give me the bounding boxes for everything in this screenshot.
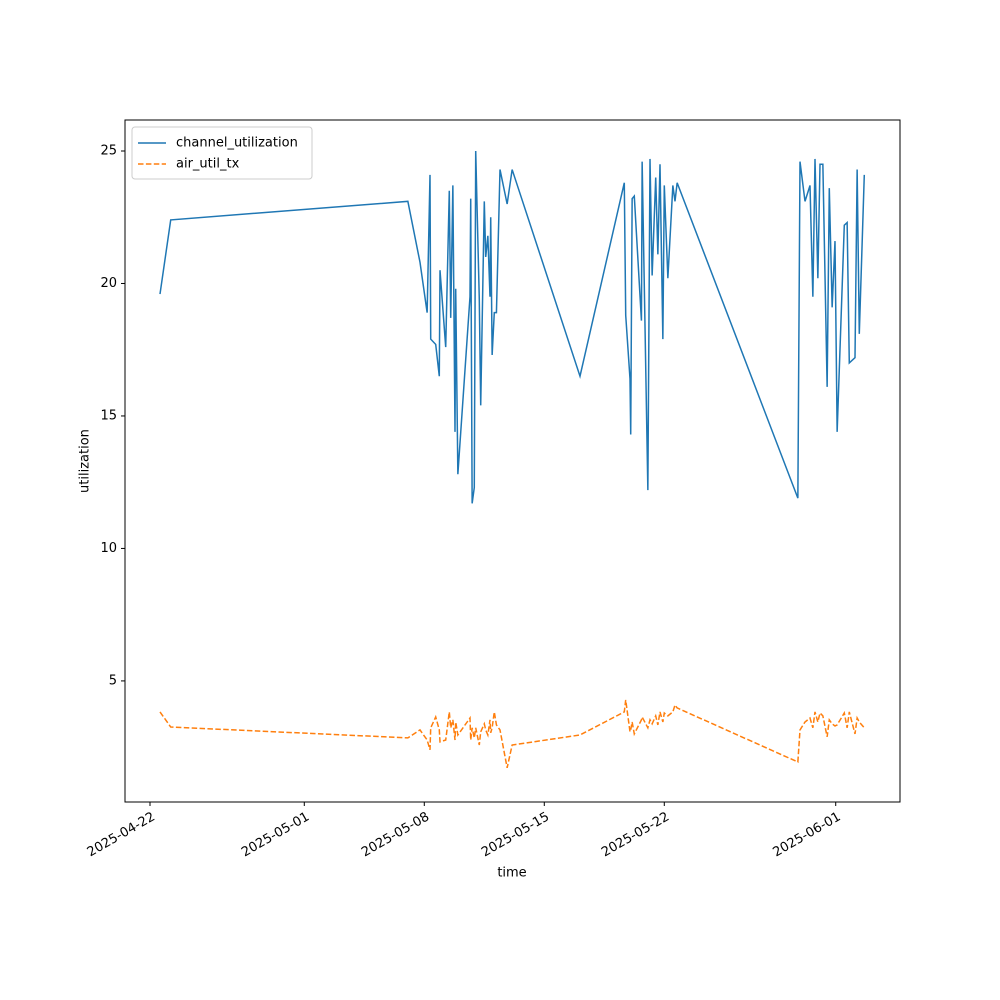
y-tick-label: 20 [100, 276, 117, 291]
x-tick-label: 2025-06-01 [771, 810, 844, 861]
x-tick-label: 2025-05-08 [359, 810, 432, 861]
y-axis-label: utilization [78, 429, 93, 493]
y-tick-label: 10 [100, 541, 117, 556]
legend-box [131, 126, 313, 180]
y-tick-label: 5 [109, 673, 117, 688]
x-tick-label: 2025-04-22 [85, 810, 158, 861]
data-line [159, 699, 865, 768]
data-line [159, 150, 866, 504]
x-axis-label: time [497, 866, 526, 881]
x-tick-label: 2025-05-01 [239, 810, 312, 861]
legend-label: air_util_tx [176, 157, 240, 172]
plot-frame [124, 119, 901, 803]
legend-label: channel_utilization [176, 136, 298, 151]
y-tick-label: 25 [100, 144, 117, 159]
y-tick-label: 15 [100, 408, 117, 423]
x-tick-label: 2025-05-15 [479, 810, 552, 861]
x-tick-label: 2025-05-22 [599, 810, 672, 861]
